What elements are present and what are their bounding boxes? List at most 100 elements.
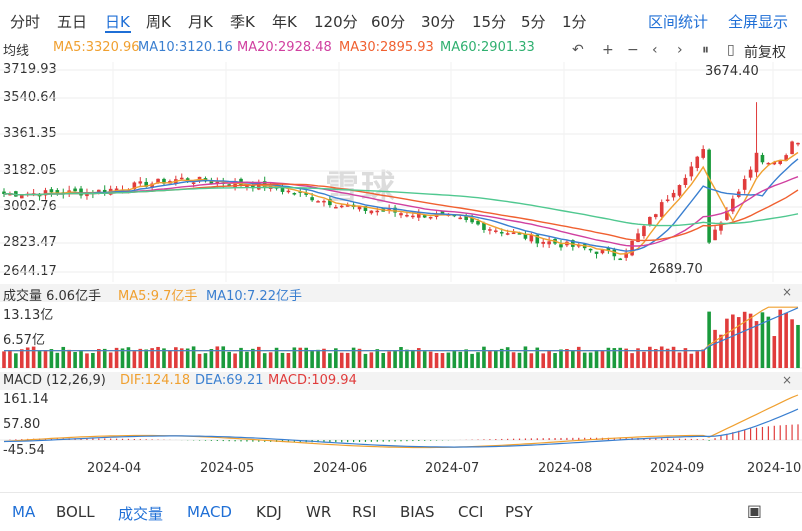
candle-body [529,235,534,242]
candle-body [268,184,273,189]
chevron-left-icon[interactable]: ‹ [652,42,658,58]
tab-60min[interactable]: 60分 [371,13,406,31]
volume-bar [227,351,231,368]
ma20-value: MA20:2928.48 [237,40,332,55]
candle-body [488,229,492,231]
volume-bar [511,352,516,368]
volume-bar [256,346,261,368]
tab-rsi[interactable]: RSI [352,503,377,521]
volume-bar [19,349,24,368]
tab-psy[interactable]: PSY [505,503,533,521]
tab-monthly-k[interactable]: 月K [188,13,213,31]
candle-body [256,182,261,190]
candle-body [505,233,510,235]
volume-bar [476,352,480,368]
chevron-right-icon[interactable]: › [677,42,683,58]
macd-axis-label: 57.80 [3,417,41,432]
tab-15min[interactable]: 15分 [472,13,507,31]
tab-5min[interactable]: 5分 [521,13,546,31]
volume-bar [707,311,711,368]
candle-body [280,186,285,192]
candle-body [541,241,546,244]
tab-cci[interactable]: CCI [458,503,484,521]
volume-bar [624,348,628,368]
tab-weekly-k[interactable]: 周K [146,13,171,31]
close-icon[interactable]: × [781,373,792,387]
undo-icon[interactable]: ↶ [572,42,584,58]
volume-bar [304,347,308,368]
tab-bias[interactable]: BIAS [400,503,435,521]
candle-body [97,189,101,193]
volume-bar [488,351,492,368]
tab-ma[interactable]: MA [12,503,36,521]
candle-body [464,215,468,220]
candle-body [748,169,753,178]
tab-5day[interactable]: 五日 [57,13,88,31]
tab-1min[interactable]: 1分 [562,13,587,31]
candle-toggle-icon[interactable]: ▯ [727,42,735,58]
volume-bar [778,309,783,368]
tab-30min[interactable]: 30分 [421,13,456,31]
volume-bar [736,317,741,368]
candle-body [547,241,551,245]
ma30-value: MA30:2895.93 [339,40,434,55]
tab-kdj[interactable]: KDJ [256,503,282,521]
restore-adjust-button[interactable]: 前复权 [744,45,786,61]
candle-body [535,234,540,244]
volume-bar [606,347,611,368]
candle-body [458,217,463,220]
volume-bar [61,346,66,368]
fullscreen-button[interactable]: 全屏显示 [728,13,789,31]
tab-volume[interactable]: 成交量 [118,505,164,523]
settings-icon[interactable]: ▣ [746,501,762,520]
volume-bar [328,353,332,368]
plus-icon[interactable]: + [602,42,614,58]
volume-bar [405,349,409,368]
volume-bar [452,350,457,368]
candle-body [772,162,777,165]
volume-bar [85,353,89,368]
volume-axis-label: 13.13亿 [3,308,54,323]
volume-bar [108,352,113,368]
candle-body [19,195,24,199]
volume-bar [553,353,557,368]
tab-wr[interactable]: WR [306,503,332,521]
macd-dif: DIF:124.18 [120,373,191,388]
tab-fenshi[interactable]: 分时 [10,13,41,31]
volume-bar [588,352,593,368]
volume-bar [120,348,125,368]
volume-bar [174,347,178,368]
tab-yearly-k[interactable]: 年K [272,13,297,31]
volume-bar [458,351,463,368]
tab-daily-k[interactable]: 日K [105,13,130,31]
volume-header: 成交量 6.06亿手 MA5:9.7亿手 MA10:7.22亿手 × [0,284,802,304]
tab-boll[interactable]: BOLL [56,503,95,521]
candle-body [150,183,154,188]
candle-body [606,247,611,251]
tab-120min[interactable]: 120分 [314,13,358,31]
volume-bar [547,350,551,368]
pause-icon[interactable]: ⏸ [702,42,709,58]
volume-bar [209,349,214,368]
volume-bar [138,348,143,368]
volume-bar [14,353,18,368]
dif-line [3,394,799,449]
close-icon[interactable]: × [781,285,792,299]
candle-body [494,230,498,232]
kline-chart[interactable] [0,0,802,460]
candle-body [14,191,18,197]
macd-axis-label: -45.54 [3,443,45,458]
volume-bar [677,352,682,368]
volume-bar [541,353,546,368]
tab-macd[interactable]: MACD [187,503,232,521]
volume-bar [132,351,137,368]
range-stats-button[interactable]: 区间统计 [648,13,709,31]
indicator-tab-bar: MA BOLL 成交量 MACD KDJ WR RSI BIAS CCI PSY… [0,492,802,531]
tab-quarterly-k[interactable]: 季K [230,13,255,31]
candle-body [43,190,48,196]
candle-body [405,214,409,217]
volume-bar [505,347,510,368]
candle-body [796,142,800,145]
volume-bar [150,348,154,368]
minus-icon[interactable]: − [627,42,639,58]
